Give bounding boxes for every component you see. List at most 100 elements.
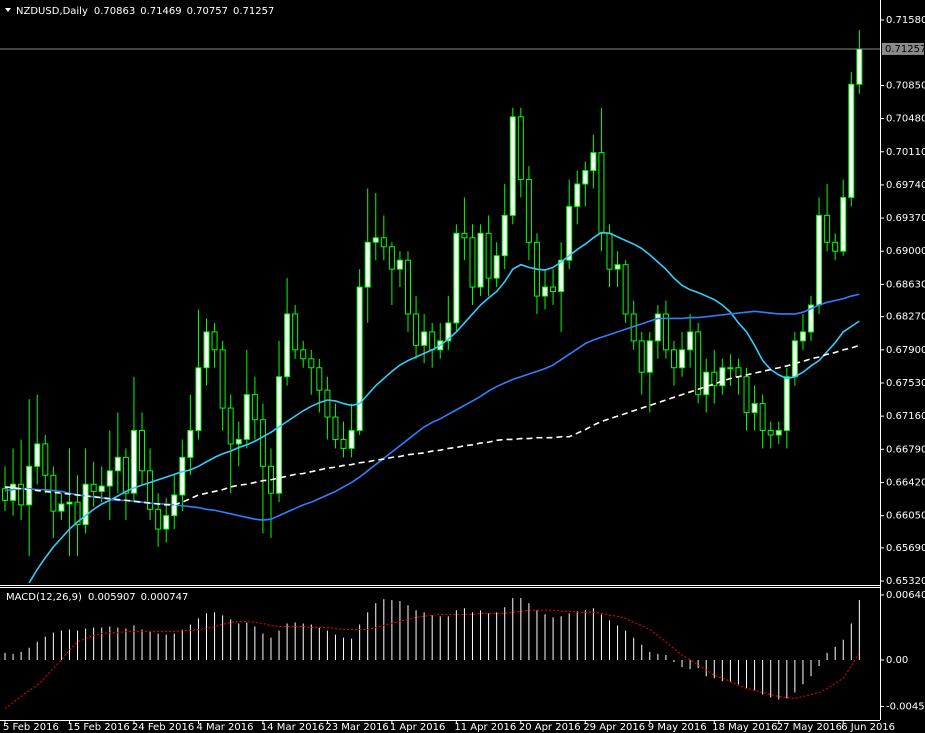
y-tick-label: 0.66050 bbox=[886, 511, 925, 522]
x-tick-label: 18 May 2016 bbox=[712, 722, 777, 733]
price-title: NZDUSD,Daily 0.70863 0.71469 0.70757 0.71257 bbox=[16, 6, 274, 17]
y-tick-label: 0.66420 bbox=[886, 477, 925, 488]
last-close: 0.71257 bbox=[233, 6, 274, 17]
candle-body bbox=[396, 259, 403, 270]
candle-body bbox=[195, 367, 202, 431]
candle-body bbox=[743, 376, 750, 414]
candle-body bbox=[517, 116, 524, 181]
candle-body bbox=[251, 394, 258, 421]
candle-body bbox=[840, 196, 847, 252]
y-tick-label: 0.71580 bbox=[886, 15, 925, 26]
y-tick-label: 0.70480 bbox=[886, 114, 925, 125]
candle-body bbox=[429, 331, 436, 351]
candle-body bbox=[284, 313, 291, 378]
candle-body bbox=[18, 483, 25, 506]
macd-title: MACD(12,26,9) 0.005907 0.000747 bbox=[6, 592, 188, 603]
last-high: 0.71469 bbox=[140, 6, 181, 17]
candle-body bbox=[155, 508, 162, 530]
candle-body bbox=[767, 429, 774, 436]
candle-body bbox=[106, 470, 113, 487]
candle-body bbox=[10, 483, 17, 501]
y-tick-label: -0.00458 bbox=[886, 701, 925, 712]
candle-body bbox=[856, 48, 863, 85]
candle-body bbox=[42, 443, 49, 476]
x-tick-label: 5 Feb 2016 bbox=[3, 722, 59, 733]
candle-body bbox=[719, 367, 726, 387]
candle-body bbox=[187, 429, 194, 458]
candle-body bbox=[477, 232, 484, 288]
candle-body bbox=[300, 349, 307, 360]
candle-body bbox=[461, 232, 468, 239]
x-tick-label: 24 Feb 2016 bbox=[132, 722, 194, 733]
candle-body bbox=[58, 503, 65, 512]
candle-body bbox=[34, 443, 41, 467]
candle-body bbox=[824, 214, 831, 243]
candle-body bbox=[695, 331, 702, 396]
candle-body bbox=[542, 286, 549, 297]
x-tick-label: 20 Apr 2016 bbox=[519, 722, 581, 733]
candle-body bbox=[421, 331, 428, 346]
candle-body bbox=[670, 349, 677, 369]
candle-body bbox=[139, 429, 146, 472]
current-price-box bbox=[882, 42, 924, 55]
candle-body bbox=[791, 340, 798, 378]
symbol-menu-icon[interactable] bbox=[5, 8, 11, 12]
y-tick-label: 0.68630 bbox=[886, 279, 925, 290]
x-tick-label: 27 May 2016 bbox=[777, 722, 842, 733]
candle-body bbox=[316, 367, 323, 391]
line-series bbox=[28, 231, 860, 584]
candle-body bbox=[227, 407, 234, 445]
candle-body bbox=[66, 501, 73, 505]
candle-body bbox=[74, 501, 81, 526]
line-series bbox=[4, 609, 860, 710]
candle-body bbox=[566, 205, 573, 261]
candle-body bbox=[82, 483, 89, 526]
candle-body bbox=[413, 313, 420, 346]
x-tick-label: 15 Feb 2016 bbox=[67, 722, 129, 733]
y-tick-label: 0.67160 bbox=[886, 411, 925, 422]
candle-body bbox=[98, 485, 105, 492]
last-low: 0.70757 bbox=[187, 6, 228, 17]
candle-body bbox=[759, 403, 766, 431]
candle-body bbox=[114, 456, 121, 472]
candle-body bbox=[308, 358, 315, 369]
candle-body bbox=[783, 376, 790, 431]
candle-body bbox=[211, 331, 218, 351]
candle-body bbox=[243, 394, 250, 440]
y-tick-label: 0.65320 bbox=[886, 576, 925, 587]
candle-body bbox=[292, 313, 299, 351]
y-tick-label: 0.70110 bbox=[886, 147, 925, 158]
candle-body bbox=[622, 264, 629, 315]
candle-body bbox=[324, 389, 331, 418]
x-tick-label: 29 Apr 2016 bbox=[583, 722, 645, 733]
candle-body bbox=[179, 456, 186, 496]
y-tick-label: 0.69370 bbox=[886, 213, 925, 224]
candle-body bbox=[332, 416, 339, 440]
candle-body bbox=[687, 331, 694, 351]
y-tick-label: 0.69740 bbox=[886, 180, 925, 191]
candle-body bbox=[662, 313, 669, 351]
candle-body bbox=[356, 286, 363, 431]
signal-last: 0.000747 bbox=[141, 592, 189, 603]
x-tick-label: 6 Jun 2016 bbox=[841, 722, 895, 733]
candle-body bbox=[364, 241, 371, 288]
line-series bbox=[4, 344, 860, 506]
y-tick-label: 0.66790 bbox=[886, 444, 925, 455]
candle-body bbox=[26, 465, 33, 506]
candle-body bbox=[606, 232, 613, 270]
candle-body bbox=[808, 304, 814, 333]
candle-body bbox=[775, 429, 782, 436]
x-tick-label: 23 Mar 2016 bbox=[325, 722, 388, 733]
price-panel: 0.71580 0.70850 0.70480 0.70110 0.69740 0.693… bbox=[0, 15, 925, 733]
candle-body bbox=[848, 83, 855, 198]
candle-body bbox=[501, 214, 508, 257]
current-price-label: 0.71257 bbox=[885, 44, 925, 55]
candle-body bbox=[2, 488, 8, 501]
y-tick-label: 0.00 bbox=[886, 655, 908, 666]
candle-body bbox=[574, 183, 581, 207]
candle-body bbox=[550, 286, 557, 293]
candle-body bbox=[735, 367, 742, 378]
